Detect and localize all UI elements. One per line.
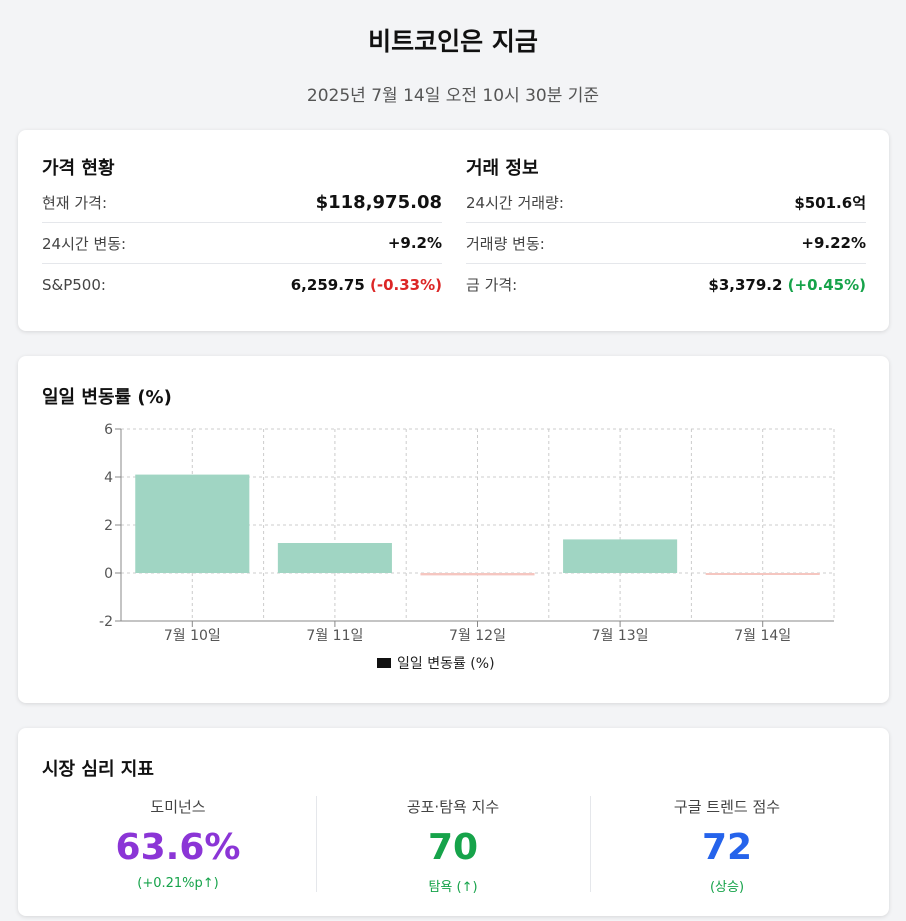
chart-card: 일일 변동률 (%) -2 0 2 4 6 7월 10일 7월 11일 7월 12일 7월 13… bbox=[18, 356, 889, 703]
dominance-metric: 도미넌스 63.6% (+0.21%p↑) bbox=[42, 796, 314, 891]
dominance-note: (+0.21%p↑) bbox=[137, 876, 219, 891]
volume-change-row: 거래량 변동: +9.22% bbox=[466, 223, 866, 264]
bar bbox=[277, 543, 392, 573]
metric-divider bbox=[590, 796, 591, 892]
change-24h-value: +9.2% bbox=[387, 234, 442, 252]
price-status-heading: 가격 현황 bbox=[42, 158, 115, 179]
bar bbox=[420, 573, 535, 576]
dominance-label: 도미넌스 bbox=[150, 798, 206, 816]
y-tick-label: 6 bbox=[104, 422, 113, 438]
volume-24h-label: 24시간 거래량: bbox=[466, 193, 564, 212]
bar bbox=[705, 573, 820, 575]
google-trend-note: (상승) bbox=[709, 880, 745, 895]
y-tick-label: 2 bbox=[104, 518, 113, 534]
price-card: 가격 현황 현재 가격: $118,975.08 24시간 변동: +9.2% … bbox=[18, 130, 889, 331]
sp500-row: S&P500: 6,259.75 (-0.33%) bbox=[42, 264, 442, 305]
fear-greed-note: 탐욕 (↑) bbox=[428, 880, 478, 895]
sp500-change: (-0.33%) bbox=[370, 275, 442, 294]
fear-greed-metric: 공포·탐욕 지수 70 탐욕 (↑) bbox=[317, 796, 589, 895]
trade-info-heading: 거래 정보 bbox=[466, 158, 539, 179]
change-24h-label: 24시간 변동: bbox=[42, 234, 127, 253]
bar bbox=[563, 539, 678, 573]
volume-24h-value: $501.6억 bbox=[794, 193, 866, 212]
x-tick-label: 7월 13일 bbox=[592, 628, 649, 644]
sp500-value: 6,259.75 bbox=[290, 275, 365, 294]
page-subtitle: 2025년 7월 14일 오전 10시 30분 기준 bbox=[306, 86, 600, 106]
y-tick-label: -2 bbox=[99, 614, 113, 630]
x-tick-label: 7월 14일 bbox=[734, 628, 791, 644]
google-trend-value: 72 bbox=[701, 827, 753, 868]
current-price-label: 현재 가격: bbox=[42, 193, 108, 212]
sentiment-card: 시장 심리 지표 도미넌스 63.6% (+0.21%p↑) 공포·탐욕 지수 … bbox=[18, 728, 889, 916]
page-title: 비트코인은 지금 bbox=[368, 27, 538, 56]
bar bbox=[135, 474, 250, 573]
trade-info-section: 거래 정보 24시간 거래량: $501.6억 거래량 변동: +9.22% 금… bbox=[466, 154, 866, 305]
y-tick-label: 0 bbox=[104, 566, 113, 582]
google-trend-label: 구글 트렌드 점수 bbox=[673, 798, 781, 816]
y-tick-label: 4 bbox=[104, 470, 113, 486]
x-tick-label: 7월 10일 bbox=[164, 628, 221, 644]
legend-label: 일일 변동률 (%) bbox=[397, 656, 495, 672]
gold-price-value: $3,379.2 bbox=[708, 275, 783, 294]
price-status-section: 가격 현황 현재 가격: $118,975.08 24시간 변동: +9.2% … bbox=[42, 154, 442, 305]
gold-price-value-group: $3,379.2 (+0.45%) bbox=[708, 276, 866, 294]
fear-greed-label: 공포·탐욕 지수 bbox=[406, 798, 500, 816]
gold-price-row: 금 가격: $3,379.2 (+0.45%) bbox=[466, 264, 866, 305]
current-price-value: $118,975.08 bbox=[315, 191, 442, 213]
sp500-value-group: 6,259.75 (-0.33%) bbox=[291, 276, 442, 294]
dominance-value: 63.6% bbox=[115, 827, 241, 868]
gold-price-change: (+0.45%) bbox=[787, 275, 866, 294]
fear-greed-value: 70 bbox=[427, 827, 479, 868]
volume-24h-row: 24시간 거래량: $501.6억 bbox=[466, 182, 866, 223]
sentiment-heading: 시장 심리 지표 bbox=[42, 759, 154, 780]
x-tick-label: 7월 12일 bbox=[449, 628, 506, 644]
metric-divider bbox=[316, 796, 317, 892]
current-price-row: 현재 가격: $118,975.08 bbox=[42, 182, 442, 223]
google-trend-metric: 구글 트렌드 점수 72 (상승) bbox=[591, 796, 863, 895]
change-24h-row: 24시간 변동: +9.2% bbox=[42, 223, 442, 264]
sp500-label: S&P500: bbox=[42, 275, 106, 294]
chart-heading: 일일 변동률 (%) bbox=[42, 387, 172, 408]
gold-price-label: 금 가격: bbox=[466, 276, 518, 294]
x-tick-label: 7월 11일 bbox=[306, 628, 363, 644]
volume-change-label: 거래량 변동: bbox=[466, 234, 545, 253]
volume-change-value: +9.22% bbox=[801, 234, 866, 252]
legend-swatch bbox=[377, 658, 391, 668]
